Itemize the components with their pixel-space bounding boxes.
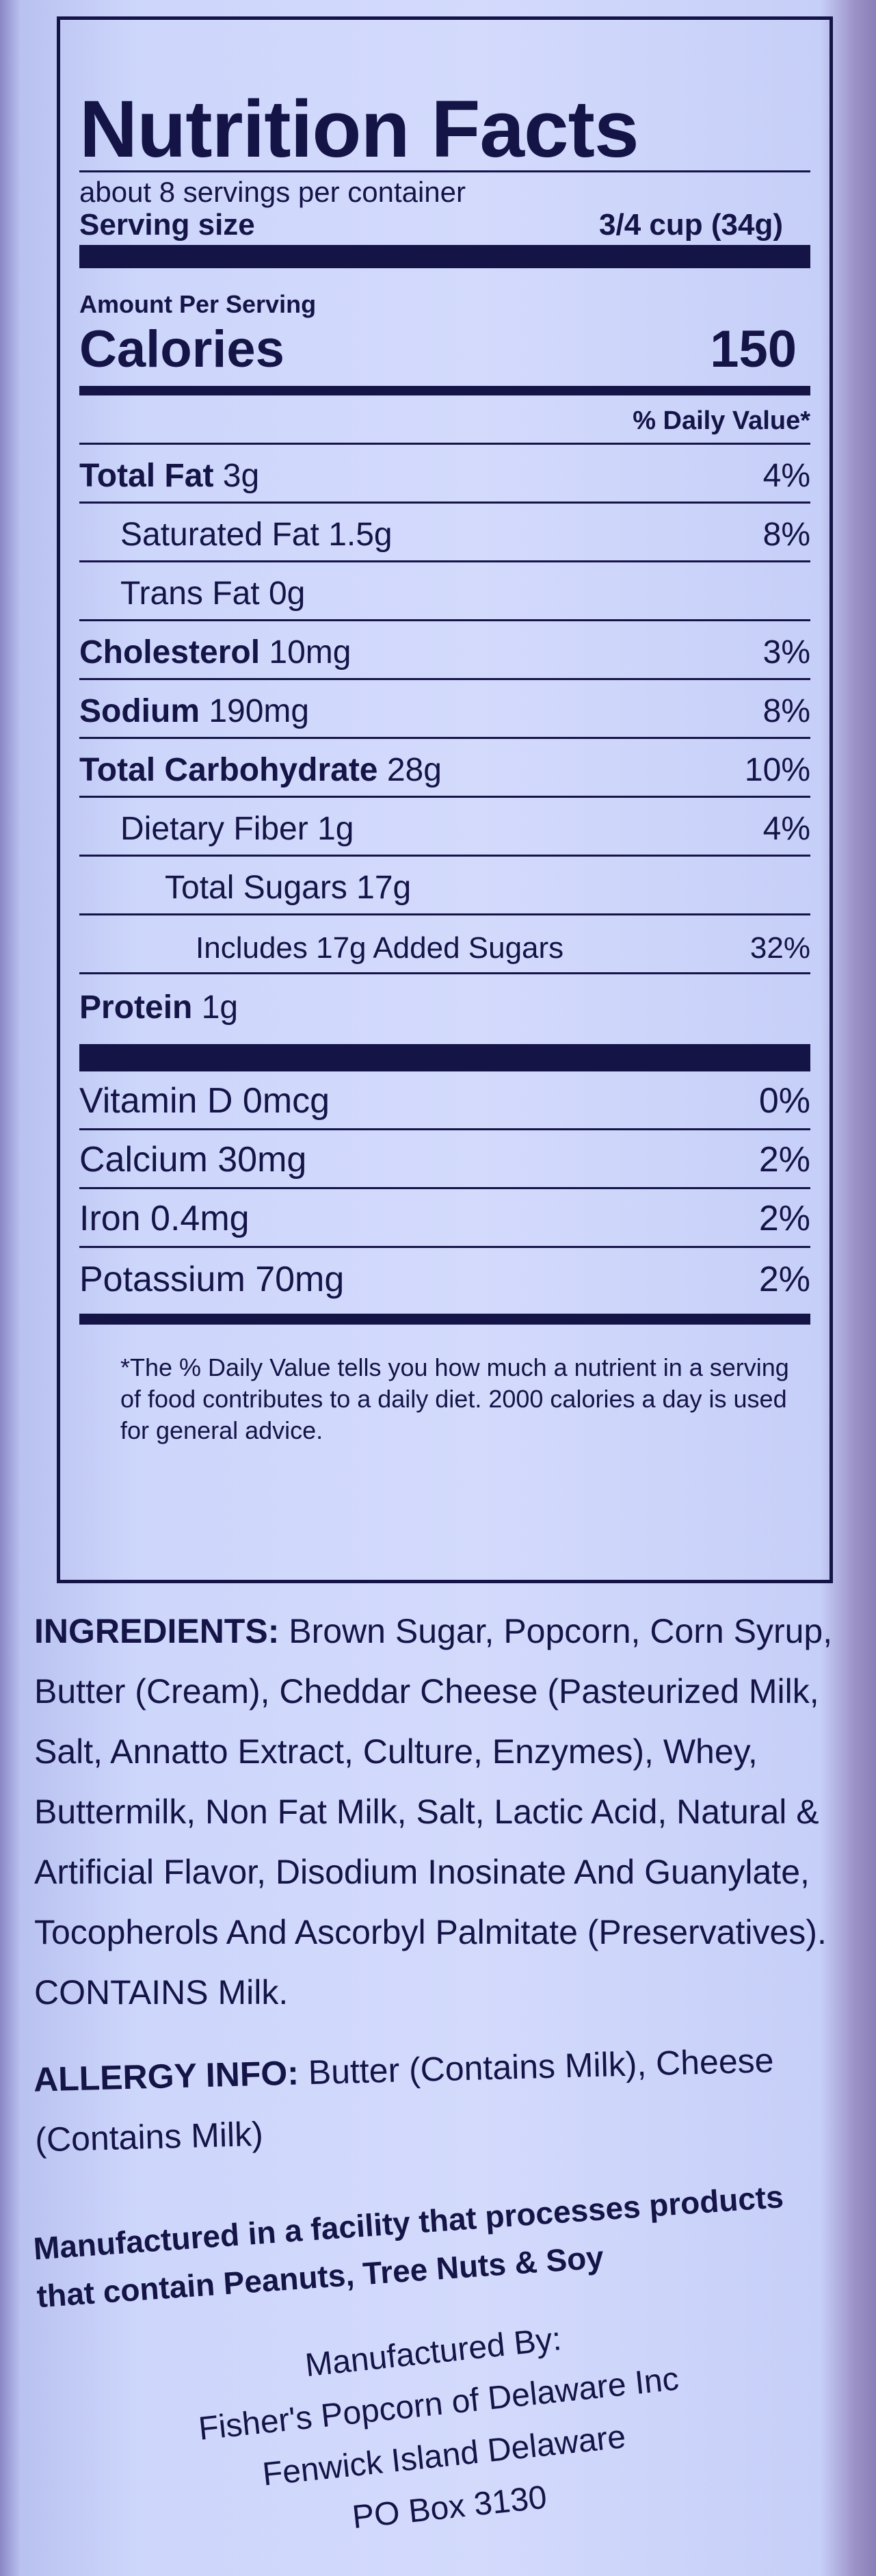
panel-title: Nutrition Facts <box>79 84 639 174</box>
vitamin-name: Iron 0.4mg <box>79 1199 250 1238</box>
nutrient-amount: 28g <box>386 752 442 788</box>
nutrient-row: Total Sugars 17g <box>79 857 810 915</box>
vitamin-daily-value: 2% <box>758 1260 810 1299</box>
ingredients-label: INGREDIENTS: <box>34 1612 280 1650</box>
nutrient-name: Dietary Fiber <box>120 811 308 847</box>
footnote: *The % Daily Value tells you how much a … <box>120 1353 789 1444</box>
serving-size-value: 3/4 cup (34g) <box>599 208 783 242</box>
nutrient-daily-value: 4% <box>762 811 810 847</box>
manufacturer-section: Manufactured By: Fisher's Popcorn of Del… <box>25 2285 857 2576</box>
daily-value-header: % Daily Value* <box>79 395 810 445</box>
vitamin-row: Potassium 70mg 2% <box>79 1248 810 1307</box>
nutrient-row: Sodium 190mg 8% <box>79 680 810 739</box>
nutrient-amount: 1g <box>317 811 354 847</box>
nutrient-daily-value: 8% <box>762 517 810 553</box>
nutrient-name: Total Fat <box>79 458 214 494</box>
vitamin-row: Iron 0.4mg 2% <box>79 1189 810 1248</box>
nutrient-name: Total Sugars <box>165 870 347 906</box>
nutrient-row: Protein 1g <box>79 974 810 1033</box>
nutrient-name: Cholesterol <box>79 634 261 671</box>
vitamin-daily-value: 0% <box>758 1081 810 1121</box>
vitamin-daily-value: 2% <box>758 1140 810 1180</box>
vitamin-row: Calcium 30mg 2% <box>79 1130 810 1189</box>
nutrient-name: Trans Fat <box>120 575 260 612</box>
calories-value: 150 <box>710 320 797 378</box>
nutrient-row: Total Carbohydrate 28g 10% <box>79 739 810 798</box>
nutrient-name: Saturated Fat <box>120 517 319 553</box>
nutrient-name: Total Carbohydrate <box>79 752 378 788</box>
vitamin-daily-value: 2% <box>758 1199 810 1238</box>
calories-label: Calories <box>79 320 284 378</box>
nutrient-daily-value: 32% <box>749 931 810 965</box>
nutrient-amount: 10mg <box>269 634 351 671</box>
amount-per-serving: Amount Per Serving <box>79 290 317 318</box>
serving-size-label: Serving size <box>79 208 255 242</box>
vitamin-row: Vitamin D 0mcg 0% <box>79 1071 810 1130</box>
vitamin-name: Calcium 30mg <box>79 1140 307 1180</box>
nutrient-row: Total Fat 3g 4% <box>79 445 810 504</box>
nutrient-daily-value: 8% <box>762 693 810 729</box>
nutrient-name: Includes 17g Added Sugars <box>196 931 564 965</box>
nutrient-amount: 190mg <box>209 693 310 729</box>
nutrient-row: Trans Fat 0g <box>79 562 810 621</box>
nutrient-row: Dietary Fiber 1g 4% <box>79 798 810 857</box>
allergy-label: ALLERGY INFO: <box>33 2053 300 2099</box>
nutrient-daily-value: 3% <box>762 634 810 671</box>
ingredients-section: INGREDIENTS: Brown Sugar, Popcorn, Corn … <box>34 1601 849 2022</box>
servings-per-container: about 8 servings per container <box>79 176 466 208</box>
nutrient-daily-value: 10% <box>744 752 810 788</box>
vitamin-name: Vitamin D 0mcg <box>79 1081 330 1121</box>
nutrition-facts-panel: Nutrition Facts about 8 servings per con… <box>57 16 833 1583</box>
nutrient-row: Cholesterol 10mg 3% <box>79 621 810 680</box>
allergy-section: ALLERGY INFO: Butter (Contains Milk), Ch… <box>33 2028 850 2170</box>
contains-statement: CONTAINS Milk. <box>34 1973 289 2012</box>
nutrient-amount: 0g <box>268 575 306 612</box>
nutrient-daily-value: 4% <box>762 458 810 494</box>
vitamin-name: Potassium 70mg <box>79 1260 345 1299</box>
nutrient-amount: 1g <box>201 989 239 1026</box>
nutrient-name: Sodium <box>79 693 200 729</box>
nutrient-amount: 1.5g <box>328 517 393 553</box>
nutrient-row: Saturated Fat 1.5g 8% <box>79 504 810 562</box>
nutrient-amount: 3g <box>222 458 260 494</box>
ingredients-text: Brown Sugar, Popcorn, Corn Syrup, Butter… <box>34 1612 833 1951</box>
nutrient-amount: 17g <box>356 870 412 906</box>
nutrient-name: Protein <box>79 989 193 1026</box>
nutrient-row: Includes 17g Added Sugars 32% <box>79 915 810 974</box>
